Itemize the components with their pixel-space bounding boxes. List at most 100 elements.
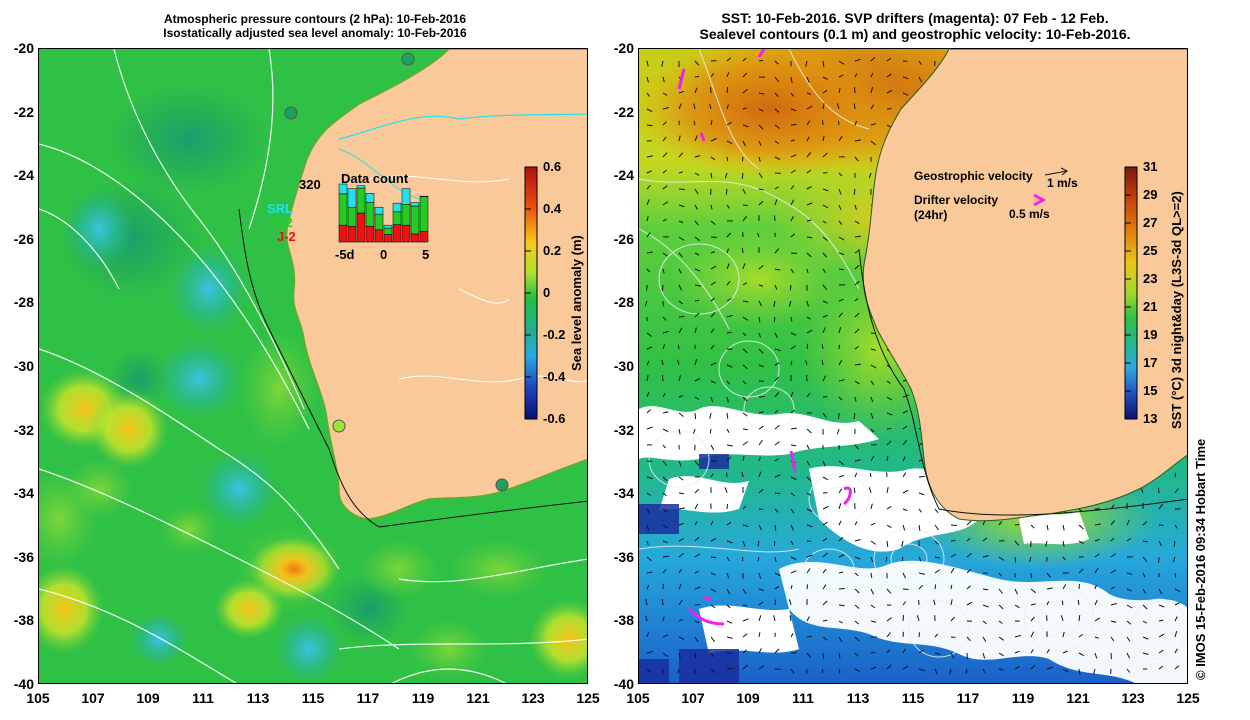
inset-bar-cr2 [365,202,375,227]
inset-bar-j2 [338,224,348,243]
right-lon-tick: 123 [1121,690,1145,706]
left-lon-tick: 109 [136,690,160,706]
right-lon-tick: 117 [956,690,980,706]
inset-legend-srl: SRL [267,201,293,216]
right-lon-tick: 111 [792,690,814,706]
left-lat-tick: -38 [13,612,34,629]
right-lat-tick: -28 [613,294,634,311]
left-title-line2: Isostatically adjusted sea level anomaly… [163,26,467,40]
colorbar-tick-label: 0 [543,285,550,300]
right-lat-tick: -24 [613,167,634,184]
inset-bar-srl [419,195,429,198]
sea-level-anomaly-map: 320 Data count SRL Cr2 J-2 -5d 0 5 0.6 0.… [38,48,588,684]
right-lon-tick: 109 [736,690,760,706]
geo-velocity-arrow [1044,170,1068,176]
colorbar-tick-label: 21 [1143,299,1157,314]
inset-bar-srl [383,224,393,229]
inset-bar-cr2 [401,204,411,226]
right-lat-tick: -30 [613,358,634,374]
inset-bar-j2 [392,224,402,243]
inset-bar-srl [410,202,420,207]
svp-drifter-tracks [677,49,852,626]
right-lat-tick: -26 [613,230,634,247]
geo-velocity-scale: 1 m/s [1047,176,1078,190]
geo-velocity-label: Geostrophic velocity [914,169,1033,183]
left-lat-tick: -24 [13,167,34,184]
left-lon-tick: 111 [192,690,214,706]
inset-max-label: 320 [299,177,321,192]
cloud-mask [639,406,1187,683]
inset-bar-cr2 [347,206,357,227]
inset-bar-j2 [374,229,384,243]
left-lat-tick: -26 [13,230,34,247]
colorbar-tick-label: -0.6 [543,411,565,426]
inset-bar-srl [347,188,357,208]
right-lat-tick: -36 [613,548,634,565]
right-lat-tick: -38 [613,612,634,629]
left-lon-tick: 123 [521,690,545,706]
colorbar-tick-label: 29 [1143,187,1157,202]
colorbar-tick-label: 19 [1143,327,1157,342]
inset-bar-cr2 [374,213,384,231]
sst-map: Geostrophic velocity 1 m/s Drifter veloc… [638,48,1188,684]
imos-credit: © IMOS 15-Feb-2016 09:34 Hobart Time [1193,439,1208,680]
colorbar-tick-label: 17 [1143,355,1157,370]
australia-land [285,49,587,520]
left-lat-tick: -32 [13,421,34,438]
inset-xtick-0: -5d [335,247,355,262]
right-lon-tick: 121 [1066,690,1090,706]
inset-bars [338,183,429,243]
inset-bar-j2 [365,226,375,243]
right-lon-tick: 107 [681,690,705,706]
inset-title: Data count [341,171,409,186]
left-lon-tick: 117 [356,690,380,706]
left-lon-tick: 119 [411,690,435,706]
inset-bar-cr2 [383,227,393,235]
colorbar-tick-label: 25 [1143,243,1157,258]
left-lat-tick: -34 [13,485,34,502]
left-lat-tick: -28 [13,294,34,311]
inset-bar-j2 [410,233,420,243]
colorbar-tick-label: 0.6 [543,159,561,174]
drifter-velocity-arrow [1033,193,1047,207]
drifter-velocity-label: Drifter velocity [914,193,998,207]
right-panel-title: SST: 10-Feb-2016. SVP drifters (magenta)… [640,10,1190,42]
left-lon-tick: 125 [576,690,600,706]
inset-bar-cr2 [392,211,402,225]
inset-bar-srl [392,202,402,213]
colorbar-tick-label: -0.2 [543,327,565,342]
sst-colorbar-ticks: 31 29 27 25 23 21 19 17 15 13 [1125,159,1157,426]
sst-colorbar-label: SST (°C) 3d night&day (L3S-3d QL>=2) [1169,191,1184,429]
colorbar-tick-label: 0.2 [543,243,561,258]
australia-land-sst [862,49,1187,522]
colorbar-tick-label: 23 [1143,271,1157,286]
inset-bar-cr2 [356,187,366,214]
colorbar-tick-label: 15 [1143,383,1157,398]
left-lon-tick: 113 [246,690,270,706]
right-lon-tick: 115 [901,690,925,706]
colorbar-tick-label: 13 [1143,411,1157,426]
colorbar-tick-label: 31 [1143,159,1157,174]
inset-bar-j2 [356,212,366,243]
inset-bar-j2 [347,226,357,243]
left-panel-title: Atmospheric pressure contours (2 hPa): 1… [40,12,590,40]
inset-bar-j2 [401,224,411,243]
inset-bar-j2 [383,234,393,243]
inset-xtick-1: 0 [380,247,387,262]
colorbar-tick-label: -0.4 [543,369,566,384]
colorbar-tick-label: 0.4 [543,201,562,216]
drifter-velocity-sub: (24hr) [914,208,947,222]
left-lon-tick: 115 [301,690,325,706]
inset-bar-cr2 [338,193,348,226]
sla-colorbar-ticks: 0.6 0.4 0.2 0 -0.2 -0.4 -0.6 [525,159,566,426]
left-title-line1: Atmospheric pressure contours (2 hPa): 1… [163,12,467,26]
left-lon-tick: 105 [26,690,50,706]
inset-bar-srl [356,185,366,189]
inset-bar-cr2 [419,196,429,232]
left-lat-tick: -36 [13,548,34,565]
right-lon-tick: 119 [1011,690,1035,706]
inset-xtick-2: 5 [422,247,429,262]
drifter-velocity-scale: 0.5 m/s [1009,207,1050,221]
sla-map-svg: 320 Data count SRL Cr2 J-2 -5d 0 5 0.60.… [39,49,587,683]
sst-map-svg: Geostrophic velocity 1 m/s Drifter veloc… [639,49,1187,683]
